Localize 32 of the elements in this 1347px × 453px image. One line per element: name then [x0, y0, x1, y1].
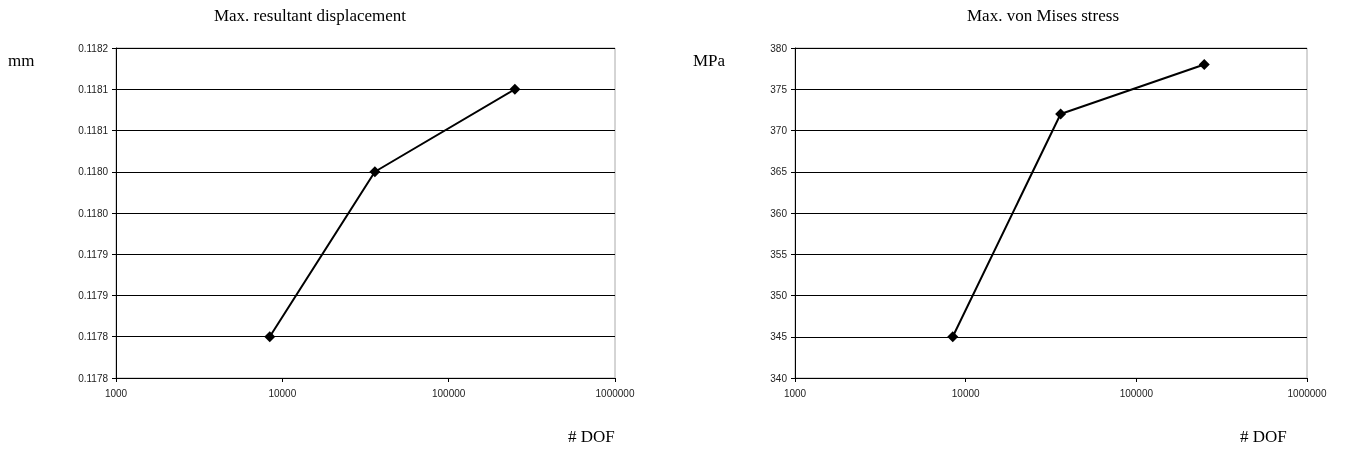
y-axis-title: mm	[8, 51, 35, 70]
y-tick-label: 0.1182	[78, 42, 109, 54]
x-tick-label: 1000000	[595, 387, 635, 399]
y-tick-label: 0.1180	[78, 166, 109, 178]
x-tick-label: 1000	[783, 387, 807, 399]
y-axis-title: MPa	[693, 51, 726, 70]
y-tick-label: 340	[770, 372, 788, 384]
y-tick-label: 355	[770, 248, 788, 260]
x-tick-label: 1000	[104, 387, 128, 399]
y-tick-label: 370	[770, 125, 788, 136]
x-tick-label: 10000	[268, 387, 297, 399]
y-tick-label: 375	[770, 83, 788, 95]
y-tick-label: 0.1179	[78, 290, 109, 301]
chart-title: Max. von Mises stress	[966, 6, 1120, 25]
y-tick-label: 365	[770, 166, 788, 178]
x-axis-title: # DOF	[568, 427, 615, 446]
y-tick-label: 380	[770, 42, 788, 54]
x-axis-title: # DOF	[1240, 427, 1287, 446]
y-tick-label: 0.1179	[78, 248, 109, 260]
x-tick-label: 100000	[1119, 387, 1154, 399]
y-tick-label: 0.1181	[78, 125, 109, 136]
x-tick-label: 1000000	[1287, 387, 1327, 399]
x-tick-label: 100000	[431, 387, 466, 399]
y-tick-label: 0.1178	[78, 372, 109, 384]
y-tick-label: 0.1178	[78, 331, 109, 343]
y-tick-label: 345	[770, 331, 788, 343]
y-tick-label: 0.1181	[78, 83, 109, 95]
x-tick-label: 10000	[951, 387, 981, 399]
y-tick-label: 360	[770, 207, 788, 219]
chart-title: Max. resultant displacement	[213, 6, 407, 25]
y-tick-label: 350	[770, 290, 788, 301]
y-tick-label: 0.1180	[78, 207, 109, 219]
